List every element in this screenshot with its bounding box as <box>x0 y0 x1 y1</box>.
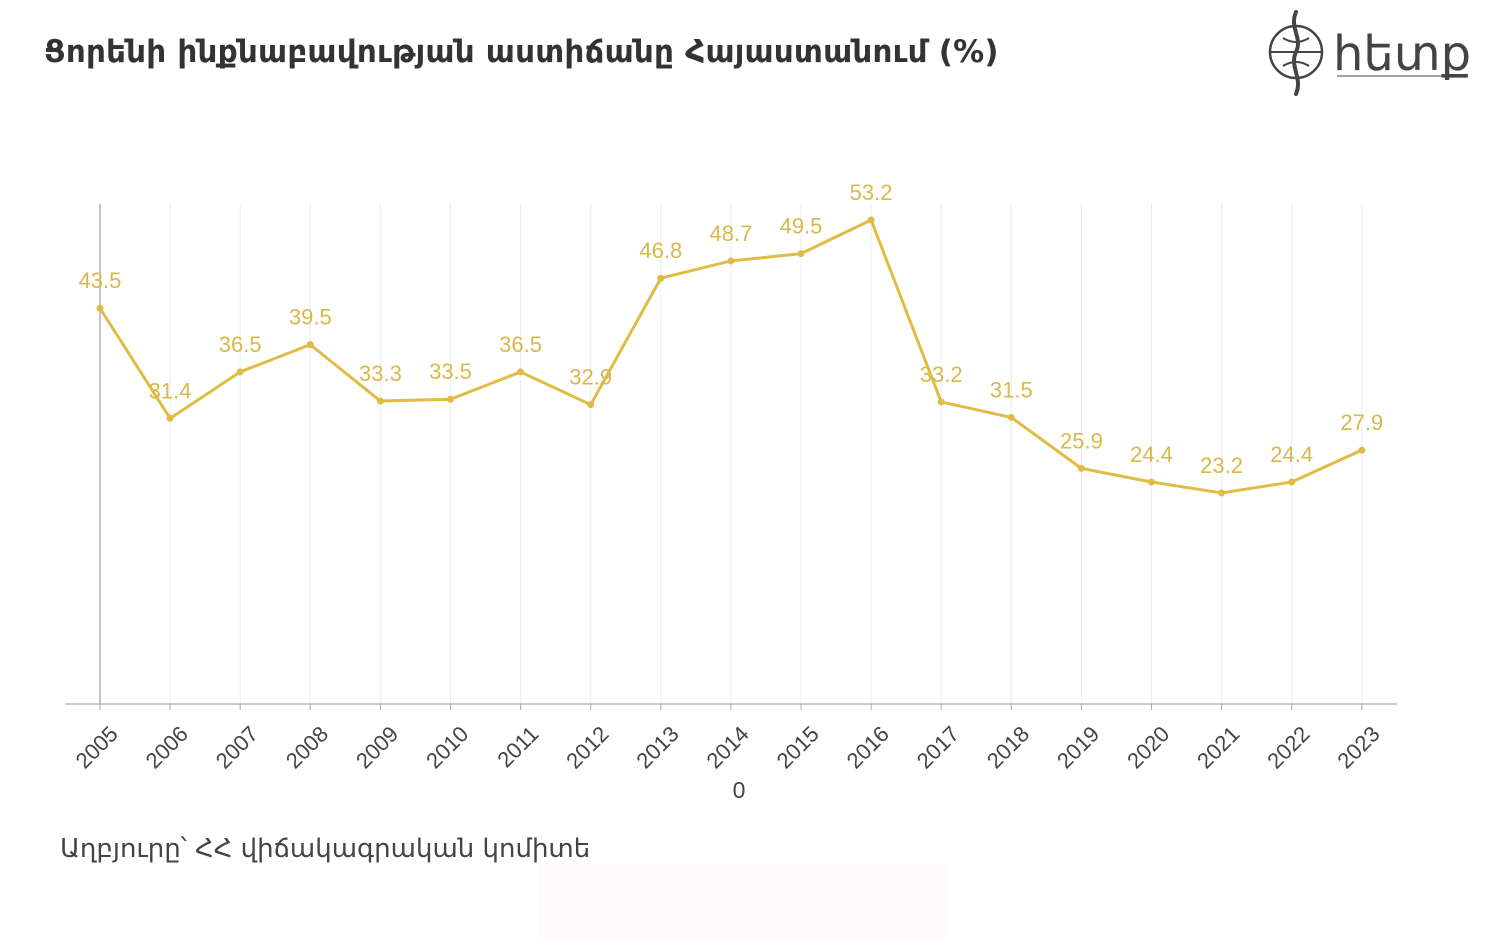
data-label: 36.5 <box>499 332 542 357</box>
data-point <box>937 398 945 406</box>
x-tick-label: 2020 <box>1122 721 1174 773</box>
data-label: 46.8 <box>639 238 682 263</box>
footer-area <box>538 864 946 938</box>
data-point <box>727 257 735 265</box>
data-label: 31.4 <box>149 378 192 403</box>
data-point <box>1148 478 1155 486</box>
data-point <box>867 216 875 224</box>
x-tick-label: 2021 <box>1192 721 1244 773</box>
x-tick-label: 2019 <box>1052 721 1104 773</box>
data-label: 33.2 <box>920 362 963 387</box>
x-tick-label: 2022 <box>1262 721 1314 773</box>
data-label: 33.3 <box>359 361 402 386</box>
data-label: 39.5 <box>289 305 332 330</box>
data-point <box>587 401 595 409</box>
data-point <box>1218 489 1226 497</box>
x-tick-label: 2011 <box>492 721 543 772</box>
data-point <box>517 368 525 376</box>
data-point <box>306 341 314 349</box>
data-label: 48.7 <box>709 221 752 246</box>
data-label: 24.4 <box>1270 442 1313 467</box>
data-label: 36.5 <box>219 332 262 357</box>
data-point <box>1077 464 1085 472</box>
x-tick-label: 2013 <box>631 721 683 773</box>
source-note: Աղբյուրը՝ ՀՀ վիճակագրական կոմիտե <box>60 834 591 864</box>
data-point <box>96 304 104 312</box>
logo-text: հետք <box>1333 26 1470 82</box>
hetq-logo: հետք <box>1265 8 1471 98</box>
data-label: 25.9 <box>1060 428 1103 453</box>
x-tick-label: 2018 <box>982 721 1034 773</box>
compass-icon: հետք <box>1268 10 1471 96</box>
x-tick-label: 2006 <box>141 721 193 773</box>
x-tick-label: 2009 <box>351 721 403 773</box>
data-label: 32.9 <box>569 365 612 390</box>
x-tick-label: 2007 <box>211 721 263 773</box>
x-tick-label: 2017 <box>912 721 964 773</box>
x-axis-label: 0 <box>733 777 746 803</box>
data-point <box>447 395 454 403</box>
x-tick-label: 2005 <box>71 721 123 773</box>
chart-title: Ցորենի ինքնաբավության աստիճանը Հայաստանո… <box>44 34 999 70</box>
data-label: 33.5 <box>429 359 472 384</box>
data-point <box>1288 478 1296 486</box>
x-tick-label: 2010 <box>421 721 473 773</box>
data-label: 43.5 <box>79 268 122 293</box>
data-point <box>1007 413 1015 421</box>
data-label: 31.5 <box>990 377 1033 402</box>
x-tick-label: 2016 <box>842 721 894 773</box>
data-point <box>166 414 174 422</box>
x-tick-label: 2014 <box>701 721 753 773</box>
data-point <box>657 274 665 282</box>
data-label: 53.2 <box>850 180 893 205</box>
data-point <box>376 397 384 405</box>
x-tick-label: 2012 <box>561 721 613 773</box>
data-point <box>1358 446 1366 454</box>
data-label: 23.2 <box>1200 453 1243 478</box>
data-label: 49.5 <box>780 214 823 239</box>
x-tick-label: 2008 <box>281 721 333 773</box>
x-tick-label: 2023 <box>1332 721 1384 773</box>
data-point <box>797 250 805 258</box>
x-tick-label: 2015 <box>772 721 824 773</box>
data-label: 27.9 <box>1340 410 1383 435</box>
data-label: 24.4 <box>1130 442 1173 467</box>
data-point <box>236 368 244 376</box>
